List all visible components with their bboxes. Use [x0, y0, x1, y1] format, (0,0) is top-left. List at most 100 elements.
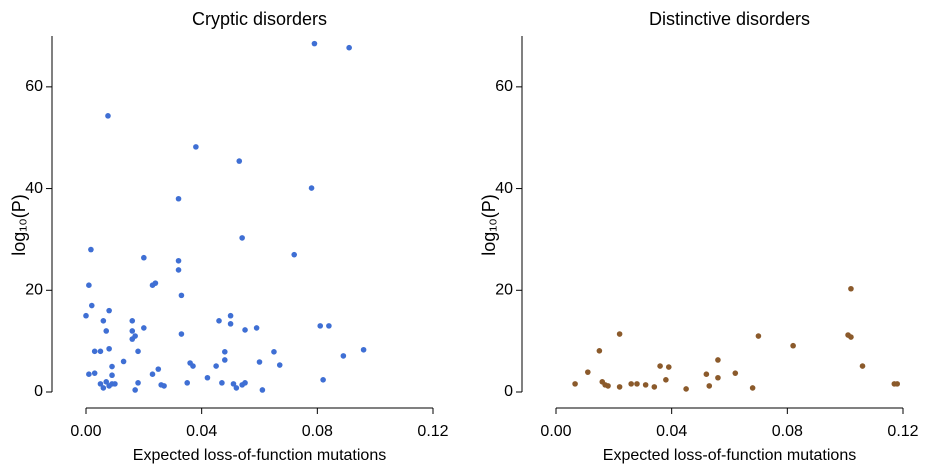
point [149, 371, 156, 378]
y-tick-label: 20 [495, 282, 513, 299]
point [222, 357, 228, 363]
point [657, 363, 663, 369]
point [213, 363, 219, 369]
point [141, 325, 147, 331]
x-tick-label: 0.04 [186, 423, 217, 440]
point [276, 362, 283, 368]
x-tick-label: 0.00 [540, 423, 571, 440]
point [259, 387, 266, 393]
point [193, 144, 199, 150]
point [91, 348, 98, 355]
point [326, 323, 332, 329]
chart-title: Cryptic disorders [192, 9, 327, 29]
point [103, 379, 110, 385]
point [97, 348, 104, 355]
point [663, 376, 669, 383]
point [616, 384, 623, 390]
x-tick-label: 0.08 [772, 423, 803, 440]
point [642, 382, 649, 388]
point [256, 359, 263, 365]
point [135, 348, 141, 355]
point [715, 374, 721, 381]
point [86, 371, 92, 378]
point [236, 158, 243, 164]
point [175, 257, 182, 264]
point [103, 328, 110, 334]
point [311, 40, 318, 47]
point [184, 380, 191, 386]
point [132, 387, 138, 393]
point [86, 282, 92, 289]
point [239, 235, 245, 241]
point [227, 321, 234, 327]
point [129, 318, 136, 324]
point [175, 267, 182, 273]
point [106, 345, 112, 352]
y-tick-label: 40 [25, 180, 43, 197]
point [651, 384, 658, 390]
point [88, 246, 94, 253]
point [715, 357, 721, 363]
point [178, 292, 185, 299]
point [100, 385, 107, 391]
chart-title: Distinctive disorders [649, 9, 810, 29]
point [683, 386, 689, 392]
y-axis-label: log₁₀(P) [479, 194, 499, 256]
point [572, 381, 578, 387]
point [596, 348, 603, 354]
y-tick-label: 0 [34, 383, 43, 400]
point [859, 363, 866, 369]
point [204, 374, 211, 381]
point [109, 363, 115, 370]
x-axis-label: Expected loss-of-function mutations [133, 447, 386, 464]
point [605, 383, 611, 389]
point [585, 369, 591, 375]
point [219, 380, 225, 386]
point [175, 195, 182, 202]
y-tick-label: 0 [504, 383, 513, 400]
point [216, 318, 222, 324]
point [634, 381, 640, 387]
point [222, 349, 228, 355]
point [616, 331, 623, 337]
point [703, 371, 710, 378]
point [755, 333, 762, 339]
point [320, 376, 326, 383]
x-tick-label: 0.12 [887, 423, 918, 440]
point [628, 381, 634, 387]
point [308, 185, 315, 191]
point [233, 385, 240, 391]
point [665, 364, 672, 370]
point [317, 323, 324, 329]
point [291, 251, 298, 258]
point [112, 381, 118, 387]
point [732, 370, 739, 376]
point [340, 353, 347, 359]
point [132, 333, 138, 339]
point [135, 380, 141, 386]
y-tick-label: 60 [25, 78, 43, 95]
y-tick-label: 60 [495, 78, 513, 95]
point [227, 312, 234, 319]
y-tick-label: 40 [495, 180, 513, 197]
point [83, 312, 89, 319]
point [129, 328, 136, 334]
point [242, 327, 248, 333]
point [749, 385, 756, 391]
point [105, 113, 111, 119]
point [88, 302, 95, 309]
x-tick-label: 0.00 [70, 423, 101, 440]
point [100, 318, 107, 324]
point [848, 334, 854, 340]
y-tick-label: 20 [25, 282, 43, 299]
point [848, 285, 854, 292]
x-tick-label: 0.04 [656, 423, 687, 440]
point [190, 363, 196, 369]
point [706, 383, 713, 389]
point [230, 381, 237, 387]
point [253, 325, 260, 331]
point [271, 349, 277, 355]
point [97, 381, 104, 387]
point [152, 280, 159, 286]
